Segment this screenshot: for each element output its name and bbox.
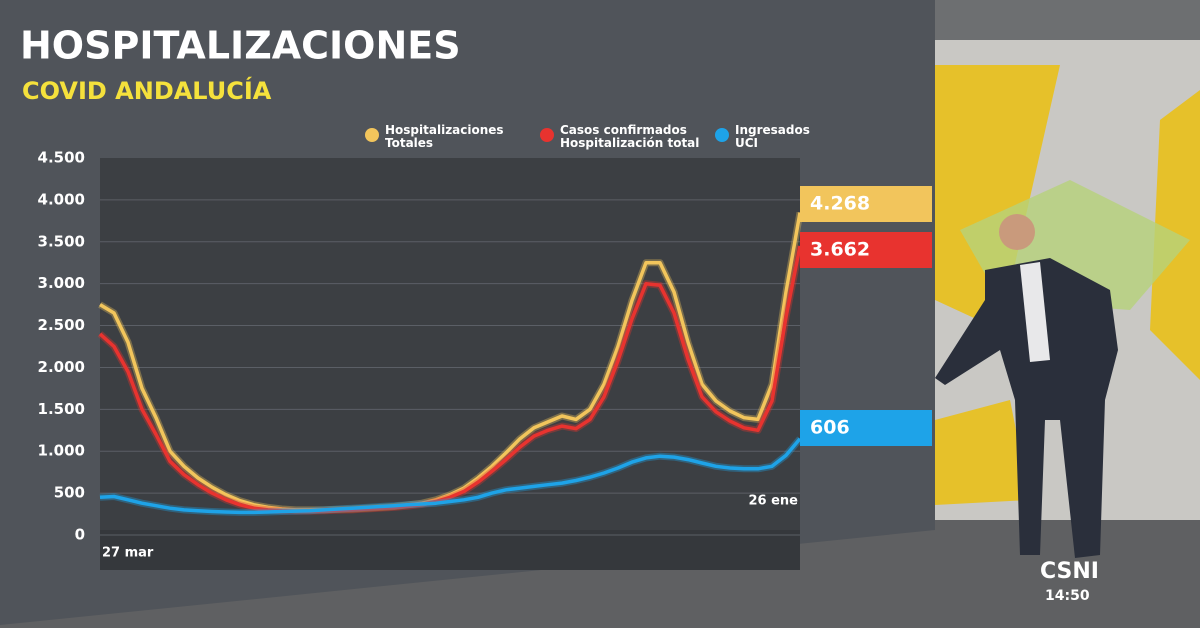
end-value-box <box>800 232 932 268</box>
y-tick-label: 2.000 <box>38 358 85 376</box>
series-line <box>99 212 802 512</box>
legend-label: Casos confirmados Hospitalización total <box>560 123 700 150</box>
end-value-label: 3.662 <box>810 239 870 261</box>
y-tick-label: 4.000 <box>38 190 85 208</box>
series-line <box>98 245 802 513</box>
y-tick-label: 3.500 <box>38 232 85 250</box>
x-strip <box>100 530 800 570</box>
legend-dot <box>540 128 554 142</box>
end-value-label: 4.268 <box>810 193 870 215</box>
legend-dot <box>365 128 379 142</box>
y-tick-label: 2.500 <box>38 316 85 334</box>
y-tick-label: 3.000 <box>38 274 85 292</box>
plot-area <box>100 158 800 530</box>
end-value-label: 606 <box>810 417 850 439</box>
legend-entry: Ingresados UCI <box>715 124 810 150</box>
y-tick-label: 1.000 <box>38 442 85 460</box>
wall-panel <box>935 65 1060 330</box>
shirt <box>1020 262 1050 362</box>
subtitle: COVID ANDALUCÍA <box>22 76 272 105</box>
y-tick-label: 0 <box>75 526 85 544</box>
y-tick-label: 500 <box>54 484 85 502</box>
legend-label: Hospitalizaciones Totales <box>385 123 504 150</box>
y-tick-label: 4.500 <box>38 149 85 167</box>
x-tick-label: 27 mar <box>102 546 154 561</box>
legend-entry: Casos confirmados Hospitalización total <box>540 123 710 150</box>
presenter <box>935 214 1118 558</box>
suit <box>935 258 1118 558</box>
clock: 14:50 <box>1045 588 1090 604</box>
wall-panel <box>935 400 1030 505</box>
series-line <box>99 437 802 515</box>
x-tick-label: 26 ene <box>748 494 798 509</box>
end-value-box <box>800 410 932 446</box>
y-tick-label: 1.500 <box>38 400 85 418</box>
channel-logo: CSNI <box>1040 559 1099 584</box>
legend-entry: Hospitalizaciones Totales <box>365 123 535 150</box>
head <box>999 214 1035 250</box>
title: HOSPITALIZACIONES <box>20 24 461 68</box>
legend-label: Ingresados UCI <box>735 123 810 150</box>
legend-dot <box>715 128 729 142</box>
end-value-box <box>800 186 932 222</box>
